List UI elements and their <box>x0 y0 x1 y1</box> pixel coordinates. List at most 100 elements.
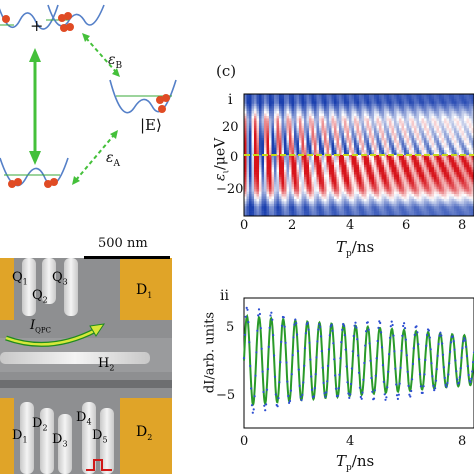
heatmap-cell <box>281 120 285 124</box>
heatmap-cell <box>324 145 327 148</box>
heatmap-cell <box>296 162 300 166</box>
heatmap-cell <box>381 159 385 163</box>
heatmap-cell <box>256 181 260 185</box>
heatmap-cell <box>344 133 347 136</box>
heatmap-cell <box>316 169 320 173</box>
heatmap-cell <box>326 176 330 180</box>
heatmap-cell <box>276 191 280 195</box>
heatmap-cell <box>299 115 302 119</box>
heatmap-cell <box>341 206 345 209</box>
heatmap-cell <box>369 125 372 129</box>
heatmap-cell <box>254 125 257 129</box>
heatmap-cell <box>469 191 472 195</box>
heatmap-cell <box>401 164 405 168</box>
heatmap-cell <box>421 145 425 148</box>
heatmap-cell <box>454 198 457 202</box>
heatmap-cell <box>244 120 247 124</box>
data-dot <box>389 325 392 328</box>
heatmap-cell <box>266 198 270 202</box>
heatmap-cell <box>431 155 435 158</box>
heatmap-cell <box>344 162 347 166</box>
heatmap-cell <box>344 103 347 107</box>
data-dot <box>409 395 412 398</box>
heatmap-cell <box>279 172 282 175</box>
heatmap-cell <box>349 133 352 136</box>
heatmap-cell <box>349 94 352 97</box>
heatmap-cell <box>359 179 362 183</box>
heatmap-cell <box>444 120 447 124</box>
heatmap-cell <box>296 186 300 190</box>
heatmap-cell <box>319 145 322 148</box>
heatmap-cell <box>351 130 355 134</box>
heatmap-cell <box>364 186 367 190</box>
heatmap-cell <box>274 201 277 205</box>
heatmap-cell <box>346 133 350 136</box>
heatmap-cell <box>409 108 412 112</box>
data-dot <box>422 385 425 388</box>
heatmap-cell <box>334 164 337 168</box>
heatmap-cell <box>316 155 320 158</box>
heatmap-cell <box>374 169 377 173</box>
heatmap-cell <box>331 198 335 202</box>
heatmap-cell <box>471 130 474 134</box>
heatmap-cell <box>449 113 452 117</box>
heatmap-cell <box>261 135 265 139</box>
heatmap-cell <box>314 176 317 180</box>
heatmap-cell <box>431 186 435 190</box>
heatmap-cell <box>469 198 472 202</box>
data-dot <box>383 393 386 396</box>
heatmap-cell <box>366 179 370 183</box>
heatmap-cell <box>381 123 385 127</box>
heatmap-cell <box>444 125 447 129</box>
heatmap-cell <box>469 189 472 192</box>
heatmap-cell <box>314 206 317 209</box>
heatmap-cell <box>429 189 432 192</box>
heatmap-cell <box>379 191 382 195</box>
heatmap-cell <box>319 108 322 112</box>
heatmap-cell <box>311 206 315 209</box>
heatmap-cell <box>426 142 430 146</box>
heatmap-cell <box>261 174 265 178</box>
heatmap-cell <box>401 169 405 173</box>
data-dot <box>310 375 313 378</box>
heatmap-cell <box>359 128 362 131</box>
heatmap-cell <box>381 211 385 214</box>
data-dot <box>437 342 440 346</box>
heatmap-cell <box>269 206 272 209</box>
heatmap-cell <box>304 198 307 202</box>
heatmap-cell <box>456 176 460 180</box>
data-dot <box>344 348 347 351</box>
heatmap-cell <box>249 189 252 192</box>
heatmap-cell <box>366 150 370 153</box>
heatmap-cell <box>371 191 375 195</box>
heatmap-cell <box>266 137 270 141</box>
heatmap-cell <box>396 150 400 153</box>
heatmap-cell <box>454 128 457 131</box>
heatmap-cell <box>251 147 255 151</box>
heatmap-cell <box>431 135 435 139</box>
heatmap-cell <box>396 162 400 166</box>
heatmap-cell <box>279 145 282 148</box>
heatmap-cell <box>331 113 335 117</box>
heatmap-cell <box>464 198 467 202</box>
heatmap-cell <box>389 208 392 212</box>
heatmap-cell <box>339 108 342 112</box>
heatmap-cell <box>446 142 450 146</box>
heatmap-cell <box>321 208 325 212</box>
heatmap-cell <box>384 155 387 158</box>
heatmap-cell <box>319 157 322 161</box>
heatmap-cell <box>461 142 465 146</box>
heatmap-cell <box>446 98 450 102</box>
heatmap-cell <box>349 147 352 151</box>
heatmap-cell <box>359 150 362 153</box>
heatmap-cell <box>276 135 280 139</box>
heatmap-cell <box>439 125 442 129</box>
heatmap-cell <box>384 147 387 151</box>
heatmap-cell <box>411 108 415 112</box>
heatmap-cell <box>371 169 375 173</box>
data-dot <box>332 342 335 345</box>
heatmap-cell <box>341 101 345 105</box>
heatmap-cell <box>424 167 427 170</box>
heatmap-cell <box>466 98 470 102</box>
heatmap-cell <box>286 106 290 109</box>
